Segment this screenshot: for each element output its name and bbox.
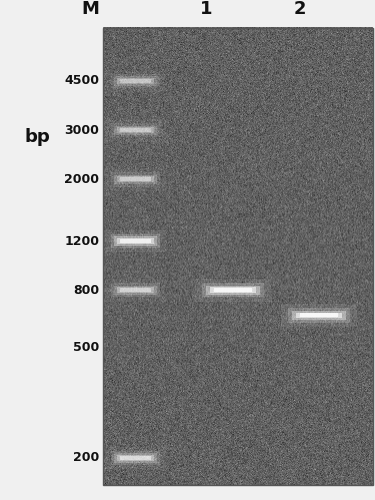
Bar [111,123,160,138]
Bar [111,234,160,248]
Bar [105,230,166,252]
Bar [117,238,154,244]
Text: M: M [81,0,99,18]
Bar [120,79,151,83]
Bar [114,236,157,246]
Bar [111,74,160,88]
Text: 500: 500 [73,340,99,353]
Bar [114,454,157,462]
Bar [120,456,151,460]
Bar [114,76,157,86]
Text: 1: 1 [200,0,213,18]
Bar [111,450,160,466]
Bar [103,28,373,485]
Bar [120,178,151,181]
Bar [120,128,151,132]
Text: 4500: 4500 [64,74,99,88]
Bar [296,312,342,318]
Bar [120,239,151,243]
Bar [105,118,166,142]
Bar [195,278,270,301]
Bar [117,128,154,133]
Bar [114,126,157,134]
Bar [292,310,346,320]
Bar [117,176,154,182]
Bar [300,314,338,317]
Bar [214,288,252,292]
Text: 200: 200 [73,452,99,464]
Bar [117,78,154,84]
Bar [281,304,357,326]
Bar [117,288,154,293]
Bar [210,288,256,293]
Text: 2000: 2000 [64,172,99,186]
Bar [111,172,160,186]
Text: 1200: 1200 [64,234,99,248]
Bar [120,288,151,292]
Bar [105,278,166,301]
Text: 800: 800 [73,284,99,296]
Bar [206,286,260,294]
Bar [105,70,166,92]
Text: bp: bp [25,128,50,146]
Bar [105,168,166,190]
Bar [111,283,160,298]
Text: 3000: 3000 [64,124,99,136]
Bar [114,174,157,184]
Bar [117,455,154,460]
Bar [114,286,157,294]
Text: 2: 2 [294,0,306,18]
Bar [288,308,350,322]
Bar [105,446,166,469]
Bar [202,283,264,298]
